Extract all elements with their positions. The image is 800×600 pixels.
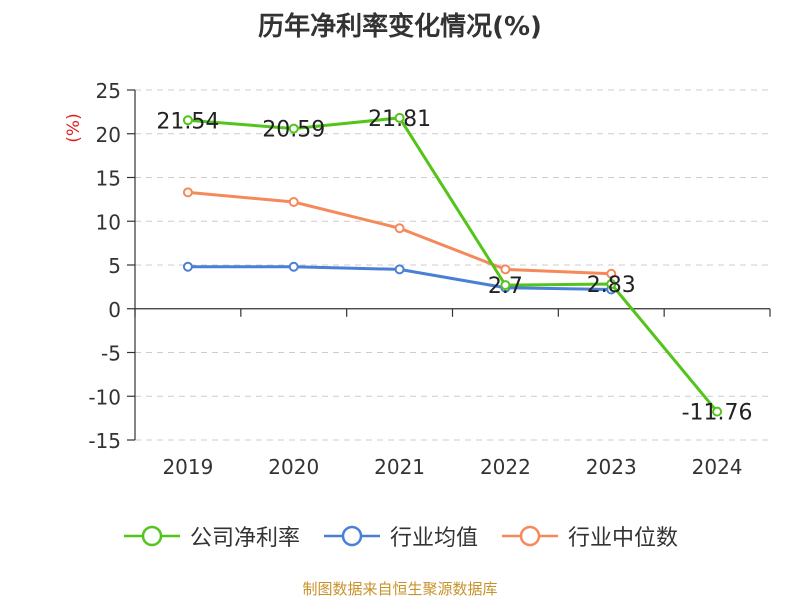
- legend-item-industry-median[interactable]: 行业中位数: [500, 520, 678, 552]
- y-tick-label: -10: [88, 385, 121, 409]
- data-point-2: [182, 187, 193, 198]
- y-axis-label: (%): [64, 113, 84, 142]
- legend-label-industry-mean: 行业均值: [389, 526, 478, 551]
- data-point-0: [182, 115, 193, 126]
- legend-marker-industry-mean: [323, 525, 380, 547]
- data-point-1: [394, 264, 405, 275]
- data-label: 21.81: [368, 107, 431, 132]
- data-label: 2.83: [587, 273, 636, 298]
- x-tick-label: 2019: [162, 455, 213, 479]
- data-label: 20.59: [262, 118, 325, 143]
- y-tick-label: 20: [96, 123, 121, 147]
- x-tick-label: 2024: [692, 455, 743, 479]
- y-tick-label: 10: [96, 210, 121, 234]
- data-point-2: [500, 264, 511, 275]
- x-tick-label: 2022: [480, 455, 531, 479]
- data-label: 2.7: [488, 274, 523, 299]
- data-point-2: [288, 197, 299, 207]
- chart-title: 历年净利率变化情况(%): [258, 12, 542, 42]
- y-tick-label: -15: [88, 429, 121, 453]
- y-tick-label: -5: [101, 342, 121, 366]
- x-tick-label: 2023: [586, 455, 637, 479]
- data-point-2: [606, 268, 617, 279]
- y-tick-label: 15: [96, 167, 121, 191]
- y-tick-label: 25: [96, 79, 121, 103]
- series-line-0: [187, 116, 719, 413]
- data-point-0: [394, 112, 405, 123]
- data-label: 21.54: [156, 109, 219, 134]
- legend-item-industry-mean[interactable]: 行业均值: [322, 520, 478, 552]
- data-point-0: [288, 123, 299, 134]
- data-source-note: 制图数据来自恒生聚源数据库: [302, 580, 498, 598]
- data-point-0: [712, 406, 723, 417]
- data-label: -11.76: [682, 401, 753, 426]
- data-point-0: [606, 278, 617, 289]
- x-tick-label: 2021: [374, 455, 425, 479]
- data-point-0: [500, 280, 511, 291]
- y-tick-label: 5: [108, 254, 121, 278]
- legend: 公司净利率 行业均值 行业中位数: [0, 520, 800, 552]
- data-point-1: [288, 261, 299, 272]
- legend-label-company: 公司净利率: [189, 526, 300, 551]
- legend-marker-company: [123, 525, 180, 547]
- legend-marker-industry-median: [502, 525, 558, 547]
- legend-item-company[interactable]: 公司净利率: [122, 520, 300, 552]
- data-point-2: [394, 223, 405, 234]
- legend-label-industry-median: 行业中位数: [568, 526, 679, 551]
- y-tick-label: 0: [108, 298, 121, 322]
- x-tick-label: 2020: [268, 455, 319, 479]
- data-point-1: [182, 261, 193, 272]
